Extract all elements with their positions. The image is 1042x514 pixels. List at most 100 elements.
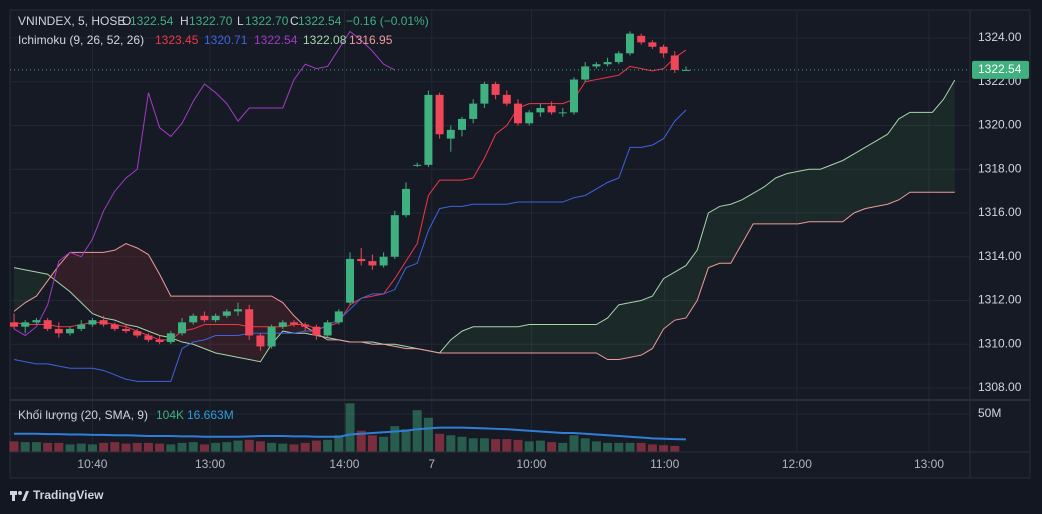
- volume-bar: [54, 442, 64, 452]
- cloud-fill: [887, 118, 899, 205]
- volume-bar: [110, 442, 120, 452]
- candle-body: [547, 105, 556, 113]
- cloud-fill: [159, 274, 171, 338]
- candle-body: [133, 331, 142, 336]
- candle-body: [66, 328, 75, 334]
- candle-body: [43, 320, 52, 329]
- candle-body: [88, 320, 97, 325]
- indicator-name: Ichimoku (9, 26, 52, 26): [18, 33, 144, 47]
- cloud-fill: [764, 177, 776, 224]
- y-tick-label: 1314.00: [978, 249, 1022, 263]
- candle-body: [480, 83, 489, 104]
- candle-body: [234, 309, 243, 312]
- volume-bar: [569, 435, 579, 452]
- cloud-fill: [618, 302, 630, 360]
- indicator-line: [13, 109, 687, 382]
- volume-bar: [267, 442, 277, 452]
- cloud-fill: [685, 250, 698, 318]
- last-price-label: 1322.54: [978, 62, 1022, 76]
- candle-body: [77, 324, 86, 329]
- candle-body: [54, 328, 63, 334]
- cloud-fill: [719, 204, 731, 264]
- candle-body: [536, 107, 545, 113]
- cloud-fill: [137, 247, 149, 332]
- candle-body: [603, 62, 612, 65]
- volume-sma: 16.663M: [187, 408, 234, 422]
- candle-body: [166, 333, 175, 343]
- y-tick-label: 1320.00: [978, 118, 1022, 132]
- volume-bar: [535, 440, 545, 452]
- cloud-fill: [674, 265, 686, 321]
- ohlc-value: 1322.70: [245, 14, 289, 28]
- volume-last: 104K: [156, 408, 184, 422]
- volume-bar: [132, 442, 142, 452]
- cloud-fill: [551, 324, 563, 353]
- volume-bar: [636, 442, 646, 452]
- cloud-fill: [14, 267, 26, 312]
- candle-body: [379, 256, 388, 266]
- candle-body: [592, 64, 601, 67]
- volume-bar: [121, 443, 131, 452]
- ohlc-key: L: [237, 14, 244, 28]
- volume-bar: [222, 442, 232, 452]
- candle-body: [614, 53, 623, 63]
- volume-bar: [255, 441, 265, 452]
- volume-bar: [446, 435, 456, 452]
- volume-bar: [491, 439, 501, 452]
- volume-bar: [323, 439, 333, 452]
- cloud-fill: [853, 147, 866, 213]
- ohlc-value: 1322.54: [298, 14, 342, 28]
- y-tick-label: 1318.00: [978, 161, 1022, 175]
- candle-body: [10, 322, 19, 327]
- indicator-line: [13, 30, 396, 337]
- candle-body: [312, 326, 321, 336]
- candle-body: [155, 339, 164, 343]
- cloud-fill: [820, 164, 832, 222]
- ohlc-key: H: [180, 14, 189, 28]
- x-tick-label: 13:00: [195, 457, 225, 471]
- candle-body: [525, 112, 534, 124]
- y-tick-label: 1308.00: [978, 380, 1022, 394]
- volume-bar: [502, 439, 512, 452]
- candle-body: [334, 311, 343, 323]
- cloud-fill: [753, 186, 765, 224]
- cloud-fill: [663, 272, 675, 329]
- volume-bar: [65, 444, 75, 452]
- cloud-fill: [596, 317, 608, 360]
- cloud-fill: [921, 112, 933, 193]
- volume-bar: [199, 444, 209, 452]
- candle-body: [502, 94, 511, 104]
- cloud-fill: [562, 324, 574, 353]
- candle-body: [256, 335, 265, 347]
- cloud-fill: [865, 140, 877, 209]
- volume-bar: [87, 444, 97, 452]
- candle-body: [390, 215, 399, 257]
- cloud-fill: [831, 160, 843, 222]
- candle-body: [21, 322, 30, 327]
- cloud-fill: [540, 324, 552, 353]
- candle-body: [368, 261, 377, 266]
- cloud-fill: [126, 243, 138, 327]
- candle-body: [178, 322, 187, 334]
- cloud-fill: [932, 99, 944, 193]
- x-tick-label: 7: [428, 457, 435, 471]
- volume-bar: [289, 444, 299, 452]
- volume-bar: [345, 403, 355, 452]
- volume-bar: [547, 442, 557, 452]
- cloud-fill: [585, 324, 597, 353]
- volume-bar: [614, 442, 624, 452]
- cloud-fill: [898, 112, 910, 200]
- ohlc-value: 1322.70: [189, 14, 233, 28]
- volume-bar: [244, 439, 254, 452]
- volume-bar: [177, 442, 187, 452]
- cloud-fill: [641, 296, 653, 356]
- volume-bar: [412, 410, 422, 452]
- cloud-fill: [741, 193, 754, 244]
- volume-bar: [20, 442, 30, 452]
- candle-body: [637, 35, 646, 43]
- y-tick-label: 1324.00: [978, 30, 1022, 44]
- cloud-fill: [215, 296, 227, 356]
- x-tick-label: 10:00: [516, 457, 546, 471]
- volume-bar: [580, 438, 590, 452]
